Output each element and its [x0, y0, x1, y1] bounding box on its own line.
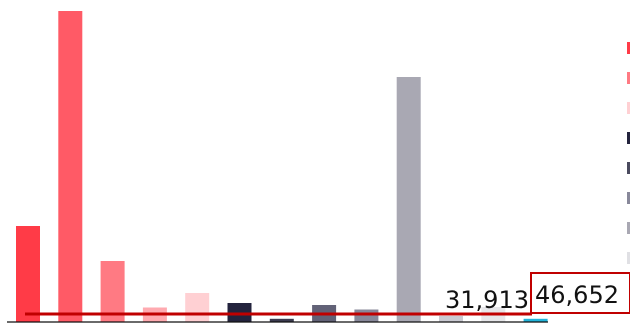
bar-11 — [439, 316, 463, 322]
bars-group — [16, 11, 548, 322]
legend-swatch-3 — [627, 102, 630, 114]
bar-9 — [354, 309, 379, 322]
reference-line-label-right: 46,652 — [535, 281, 619, 309]
legend-swatch-8 — [627, 252, 630, 264]
bar-5 — [185, 293, 210, 322]
legend — [627, 42, 630, 264]
bar-2 — [58, 11, 83, 322]
legend-swatch-6 — [627, 192, 630, 204]
bar-3 — [100, 261, 125, 322]
legend-swatch-5 — [627, 162, 630, 174]
bar-7 — [269, 318, 294, 322]
legend-swatch-1 — [627, 42, 630, 54]
reference-line-label-box — [530, 272, 630, 314]
reference-line-label-left: 31,913 — [445, 286, 529, 314]
legend-swatch-4 — [627, 132, 630, 144]
bar-1 — [16, 226, 40, 322]
bar-10 — [396, 77, 421, 322]
bar-13 — [523, 318, 548, 322]
legend-swatch-2 — [627, 72, 630, 84]
legend-swatch-7 — [627, 222, 630, 234]
